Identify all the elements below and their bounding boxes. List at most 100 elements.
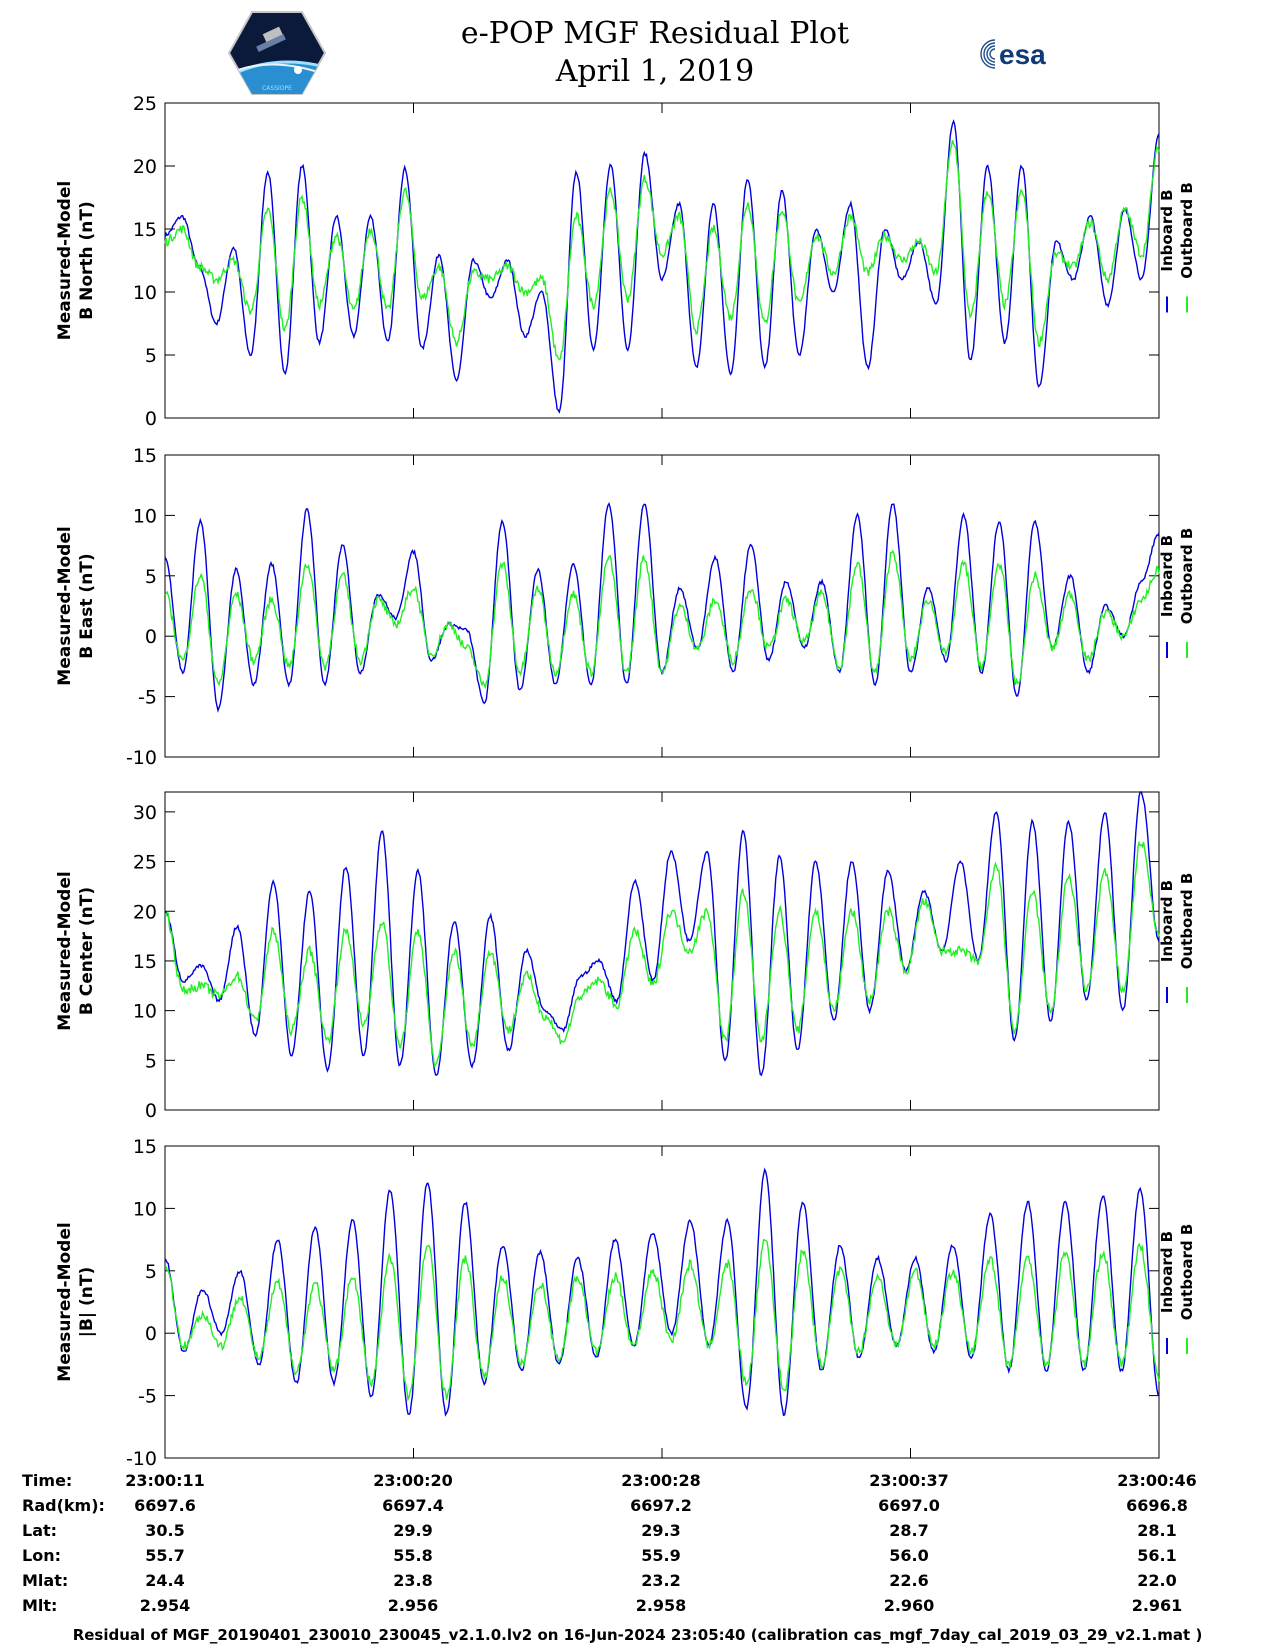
y-tick-label: 5 [145, 1261, 157, 1283]
mlt-value: 2.956 [387, 1596, 439, 1615]
row-label-radius: Rad(km): [22, 1496, 105, 1515]
outboard-series-line [164, 840, 1160, 1068]
legend-label: Outboard B [1178, 528, 1196, 625]
mlt-value: 2.954 [139, 1596, 191, 1615]
row-label-mlat: Mlat: [22, 1571, 69, 1590]
time-value: 23:00:37 [869, 1471, 949, 1490]
y-axis-label: Measured-Model B Center (nT) [55, 871, 97, 1030]
esa-logo-text: esa [999, 39, 1046, 70]
y-axis-label-line: B East (nT) [77, 553, 97, 658]
time-value: 23:00:20 [373, 1471, 453, 1490]
y-tick-label: 5 [145, 566, 157, 588]
plot-frame [164, 102, 1160, 419]
y-tick-label: 10 [133, 1198, 157, 1220]
y-tick-label: 0 [145, 1100, 157, 1122]
plot-frame [164, 1145, 1160, 1459]
cassiope-logo: CASSIOPE [228, 11, 326, 95]
legend-label: Outboard B [1178, 873, 1196, 970]
y-tick-label: 30 [133, 802, 157, 824]
y-tick-label: 10 [133, 282, 157, 304]
y-tick-label: 10 [133, 505, 157, 527]
y-axis-label-line: |B| (nT) [77, 1267, 97, 1338]
y-tick-label: 20 [133, 156, 157, 178]
inboard-series-line [164, 119, 1160, 414]
cassiope-logo-text: CASSIOPE [262, 85, 292, 92]
lat-value: 29.9 [393, 1521, 433, 1540]
inboard-series-line [164, 791, 1160, 1077]
plot-frame [164, 454, 1160, 758]
mlt-value: 2.958 [635, 1596, 687, 1615]
row-label-mlt: Mlt: [22, 1596, 58, 1615]
radius-value: 6697.4 [382, 1496, 444, 1515]
mlt-value: 2.960 [883, 1596, 935, 1615]
y-axis-label: Measured-Model B North (nT) [55, 181, 97, 340]
y-tick-label: 5 [145, 1050, 157, 1072]
radius-value: 6697.6 [134, 1496, 196, 1515]
lon-value: 55.8 [393, 1546, 433, 1565]
lon-value: 56.1 [1137, 1546, 1177, 1565]
y-tick-label: 0 [145, 626, 157, 648]
chart-title: e-POP MGF Residual Plot [460, 16, 850, 51]
y-axis-label: Measured-Model |B| (nT) [55, 1222, 97, 1381]
y-tick-label: -5 [138, 1386, 157, 1408]
y-tick-label: 0 [145, 1323, 157, 1345]
y-tick-label: 15 [133, 445, 157, 467]
y-axis-label-line: Measured-Model [55, 871, 75, 1030]
lat-value: 30.5 [145, 1521, 185, 1540]
time-value: 23:00:28 [621, 1471, 701, 1490]
y-axis-label: Measured-Model B East (nT) [55, 526, 97, 685]
y-axis-label-line: Measured-Model [55, 181, 75, 340]
legend-label: Inboard B [1158, 535, 1176, 617]
y-tick-label: 25 [133, 852, 157, 874]
chart-date: April 1, 2019 [555, 54, 755, 89]
mlat-value: 23.8 [393, 1571, 433, 1590]
y-axis-label-line: Measured-Model [55, 1222, 75, 1381]
lat-value: 28.1 [1137, 1521, 1177, 1540]
y-tick-label: 25 [133, 93, 157, 115]
legend-label: Outboard B [1178, 1224, 1196, 1321]
y-axis-label-line: Measured-Model [55, 526, 75, 685]
y-tick-label: -10 [126, 1448, 157, 1470]
inboard-series-line [164, 1167, 1160, 1417]
radius-value: 6697.2 [630, 1496, 692, 1515]
lat-value: 28.7 [889, 1521, 929, 1540]
outboard-series-line [164, 140, 1160, 361]
radius-value: 6697.0 [878, 1496, 940, 1515]
inboard-series-line [164, 501, 1160, 713]
y-axis-label-line: B Center (nT) [77, 887, 97, 1015]
lon-value: 56.0 [889, 1546, 929, 1565]
legend-label: Inboard B [1158, 1231, 1176, 1313]
mlat-value: 22.0 [1137, 1571, 1177, 1590]
outboard-series-line [164, 549, 1160, 690]
y-tick-label: 15 [133, 951, 157, 973]
y-tick-label: 15 [133, 1136, 157, 1158]
lon-value: 55.9 [641, 1546, 681, 1565]
y-tick-label: 20 [133, 901, 157, 923]
y-tick-label: 5 [145, 345, 157, 367]
row-label-lat: Lat: [22, 1521, 58, 1540]
esa-logo: esa [980, 39, 1046, 70]
row-label-time: Time: [22, 1471, 73, 1490]
lat-value: 29.3 [641, 1521, 681, 1540]
mlt-value: 2.961 [1131, 1596, 1183, 1615]
y-tick-label: -10 [126, 747, 157, 769]
radius-value: 6696.8 [1126, 1496, 1188, 1515]
mlat-value: 23.2 [641, 1571, 681, 1590]
time-value: 23:00:11 [125, 1471, 205, 1490]
footer-caption: Residual of MGF_20190401_230010_230045_v… [72, 1626, 1203, 1644]
mlat-value: 24.4 [145, 1571, 185, 1590]
row-label-lon: Lon: [22, 1546, 61, 1565]
mlat-value: 22.6 [889, 1571, 929, 1590]
outboard-series-line [164, 1238, 1160, 1402]
legend-label: Inboard B [1158, 880, 1176, 962]
y-tick-label: -5 [138, 687, 157, 709]
y-tick-label: 10 [133, 1001, 157, 1023]
time-value: 23:00:46 [1117, 1471, 1197, 1490]
y-tick-label: 0 [145, 408, 157, 430]
y-tick-label: 15 [133, 219, 157, 241]
y-axis-label-line: B North (nT) [77, 201, 97, 320]
lon-value: 55.7 [145, 1546, 185, 1565]
legend-label: Inboard B [1158, 189, 1176, 271]
legend-label: Outboard B [1178, 182, 1196, 279]
